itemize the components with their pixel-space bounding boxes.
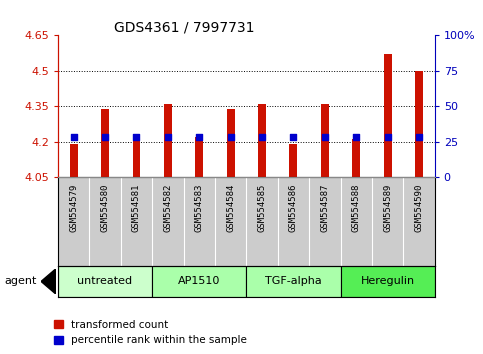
Point bbox=[258, 134, 266, 140]
Text: GSM554586: GSM554586 bbox=[289, 184, 298, 233]
Text: GSM554589: GSM554589 bbox=[383, 184, 392, 233]
Text: GSM554590: GSM554590 bbox=[414, 184, 424, 233]
Bar bbox=[58, 266, 152, 297]
Bar bbox=[321, 104, 329, 177]
Text: untreated: untreated bbox=[77, 276, 133, 286]
Bar bbox=[70, 144, 78, 177]
Bar bbox=[258, 104, 266, 177]
Bar bbox=[132, 139, 141, 177]
Bar bbox=[341, 266, 435, 297]
Text: TGF-alpha: TGF-alpha bbox=[265, 276, 322, 286]
Text: GSM554583: GSM554583 bbox=[195, 184, 204, 233]
Text: GSM554580: GSM554580 bbox=[100, 184, 110, 233]
Legend: transformed count, percentile rank within the sample: transformed count, percentile rank withi… bbox=[54, 320, 247, 345]
Point bbox=[227, 134, 235, 140]
Bar bbox=[246, 266, 341, 297]
Text: GDS4361 / 7997731: GDS4361 / 7997731 bbox=[114, 20, 255, 34]
Text: AP1510: AP1510 bbox=[178, 276, 220, 286]
Text: GSM554584: GSM554584 bbox=[226, 184, 235, 233]
Text: GSM554588: GSM554588 bbox=[352, 184, 361, 233]
Text: GSM554581: GSM554581 bbox=[132, 184, 141, 233]
Bar bbox=[227, 109, 235, 177]
Bar bbox=[164, 104, 172, 177]
Point bbox=[353, 134, 360, 140]
Text: GSM554587: GSM554587 bbox=[320, 184, 329, 233]
Point bbox=[384, 134, 392, 140]
Point bbox=[415, 134, 423, 140]
Text: GSM554582: GSM554582 bbox=[163, 184, 172, 233]
Text: GSM554579: GSM554579 bbox=[69, 184, 78, 233]
Point bbox=[101, 134, 109, 140]
Point bbox=[290, 134, 298, 140]
Point bbox=[70, 134, 78, 140]
Point bbox=[164, 134, 172, 140]
Point bbox=[195, 134, 203, 140]
Bar bbox=[195, 137, 203, 177]
Bar bbox=[415, 71, 423, 177]
Point bbox=[133, 134, 141, 140]
Text: agent: agent bbox=[5, 276, 37, 286]
Bar bbox=[384, 54, 392, 177]
Text: GSM554585: GSM554585 bbox=[257, 184, 267, 233]
Bar bbox=[352, 139, 360, 177]
Polygon shape bbox=[41, 269, 56, 294]
Point bbox=[321, 134, 328, 140]
Bar bbox=[101, 109, 109, 177]
Text: Heregulin: Heregulin bbox=[360, 276, 415, 286]
Bar bbox=[289, 144, 298, 177]
Bar bbox=[152, 266, 246, 297]
